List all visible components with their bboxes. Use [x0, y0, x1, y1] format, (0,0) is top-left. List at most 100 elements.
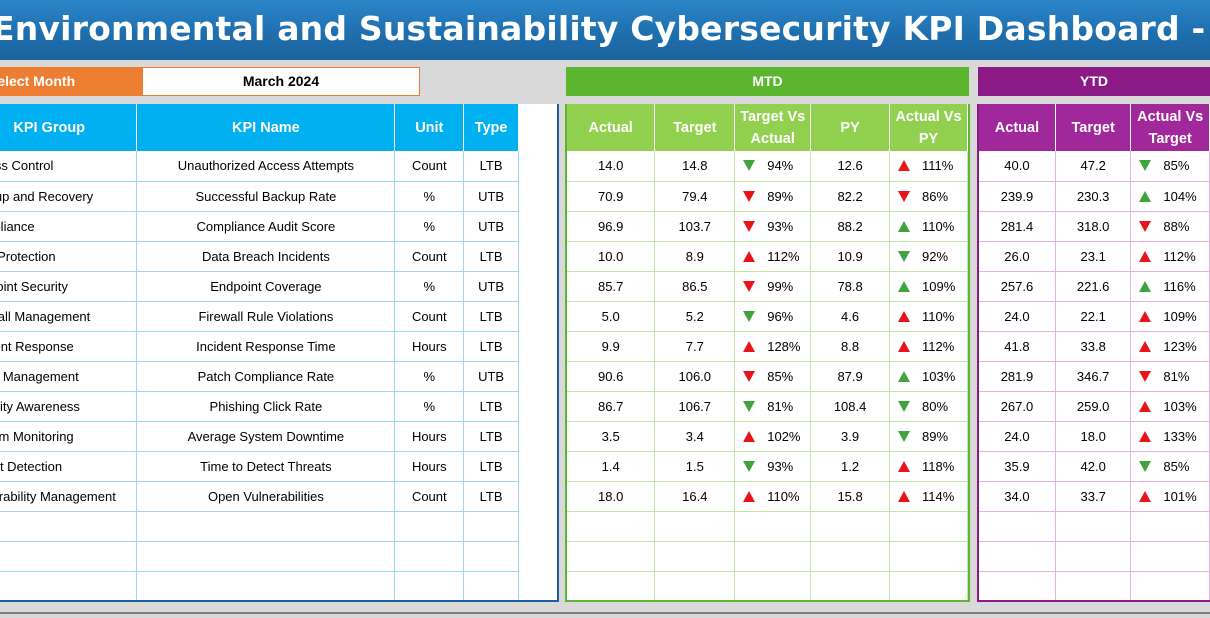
unit-cell: Hours [394, 421, 465, 452]
triangle-down-icon [898, 250, 911, 262]
percent-value: 128% [767, 338, 801, 354]
triangle-down-icon [743, 280, 756, 292]
triangle-up-icon [1139, 190, 1152, 202]
mtd-actual-cell: 85.7 [567, 271, 656, 302]
ytd-actual-vs-target-cell: 85% [1130, 451, 1210, 482]
type-cell: UTB [463, 271, 519, 302]
percent-value: 102% [767, 428, 801, 444]
kpi-name-cell: Unauthorized Access Attempts [136, 151, 396, 182]
table-row [0, 511, 519, 542]
empty-cell [567, 571, 656, 600]
kpi-group-cell: Incident Response [0, 331, 138, 362]
kpi-name-cell: Phishing Click Rate [136, 391, 396, 422]
table-row: 34.0 33.7 101% [979, 481, 1210, 512]
percent-value: 85% [1163, 458, 1190, 474]
empty-cell [810, 541, 891, 572]
empty-cell [136, 571, 396, 600]
ytd-target-cell: 230.3 [1055, 181, 1132, 212]
empty-cell [654, 511, 736, 542]
table-row: 90.6 106.0 85% 87.9 103% [567, 361, 968, 392]
percent-value: 93% [767, 458, 794, 474]
empty-cell [734, 541, 812, 572]
triangle-down-icon [743, 310, 756, 322]
ytd-target-cell: 42.0 [1055, 451, 1132, 482]
ytd-target-cell: 318.0 [1055, 211, 1132, 242]
kpi-group-cell: Compliance [0, 211, 138, 242]
table-row: 281.9 346.7 81% [979, 361, 1210, 392]
triangle-up-icon [743, 490, 756, 502]
table-row: 96.9 103.7 93% 88.2 110% [567, 211, 968, 242]
table-row: 257.6 221.6 116% [979, 271, 1210, 302]
sheet-bottom-border [0, 612, 1210, 614]
triangle-up-icon [1139, 280, 1152, 292]
percent-value: 109% [1163, 308, 1197, 324]
percent-value: 94% [767, 158, 794, 174]
kpi-name-cell: Successful Backup Rate [136, 181, 396, 212]
triangle-down-icon [743, 220, 756, 232]
percent-value: 109% [922, 278, 956, 294]
target-vs-actual-cell: 85% [734, 361, 812, 392]
ytd-actual-cell: 24.0 [979, 301, 1056, 332]
unit-cell: Count [394, 241, 465, 272]
percent-value: 93% [767, 218, 794, 234]
type-cell: LTB [463, 151, 519, 182]
ytd-band: YTD [978, 67, 1210, 96]
table-row: 3.5 3.4 102% 3.9 89% [567, 421, 968, 452]
empty-cell [979, 541, 1056, 572]
mtd-target-cell: 7.7 [654, 331, 736, 362]
triangle-up-icon [898, 160, 911, 172]
empty-cell [889, 541, 968, 572]
ytd-actual-cell: 257.6 [979, 271, 1056, 302]
percent-value: 103% [1163, 398, 1197, 414]
percent-value: 81% [1163, 368, 1190, 384]
ytd-actual-vs-target-cell: 88% [1130, 211, 1210, 242]
percent-value: 96% [767, 308, 794, 324]
triangle-down-icon [743, 190, 756, 202]
percent-value: 81% [767, 398, 794, 414]
mtd-actual-cell: 10.0 [567, 241, 656, 272]
empty-cell [734, 511, 812, 542]
ytd-actual-vs-target-cell: 116% [1130, 271, 1210, 302]
kpi-group-cell: Backup and Recovery [0, 181, 138, 212]
ytd-target-cell: 346.7 [1055, 361, 1132, 392]
table-row: 281.4 318.0 88% [979, 211, 1210, 242]
kpi-group-cell: Security Awareness [0, 391, 138, 422]
percent-value: 110% [922, 308, 955, 324]
percent-value: 85% [767, 368, 794, 384]
kpi-group-cell: Data Protection [0, 241, 138, 272]
percent-value: 86% [922, 188, 949, 204]
empty-cell [1130, 541, 1210, 572]
month-dropdown[interactable]: March 2024 [142, 67, 420, 96]
triangle-down-icon [898, 400, 911, 412]
mtd-target-cell: 86.5 [654, 271, 736, 302]
kpi-group-cell: Access Control [0, 151, 138, 182]
triangle-up-icon [743, 430, 756, 442]
mtd-target-cell: 106.7 [654, 391, 736, 422]
triangle-down-icon [743, 370, 756, 382]
mtd-band: MTD [566, 67, 969, 96]
mtd-actual-cell: 86.7 [567, 391, 656, 422]
percent-value: 103% [922, 368, 956, 384]
ytd-panel: Actual Target Actual Vs Target 40.0 47.2 85%… [977, 104, 1210, 602]
empty-cell [463, 541, 519, 572]
mtd-target-cell: 103.7 [654, 211, 736, 242]
type-cell: LTB [463, 421, 519, 452]
column-header: Type [463, 104, 519, 151]
actual-vs-py-cell: 110% [889, 301, 968, 332]
ytd-actual-vs-target-cell: 104% [1130, 181, 1210, 212]
unit-cell: % [394, 361, 465, 392]
unit-cell: % [394, 211, 465, 242]
triangle-up-icon [898, 220, 911, 232]
kpi-group-cell: Threat Detection [0, 451, 138, 482]
ytd-target-cell: 33.8 [1055, 331, 1132, 362]
percent-value: 112% [767, 248, 800, 264]
triangle-up-icon [1139, 250, 1152, 262]
ytd-target-cell: 33.7 [1055, 481, 1132, 512]
table-row: 239.9 230.3 104% [979, 181, 1210, 212]
title-bar: Environmental and Sustainability Cyberse… [0, 0, 1210, 60]
py-cell: 12.6 [810, 151, 891, 182]
